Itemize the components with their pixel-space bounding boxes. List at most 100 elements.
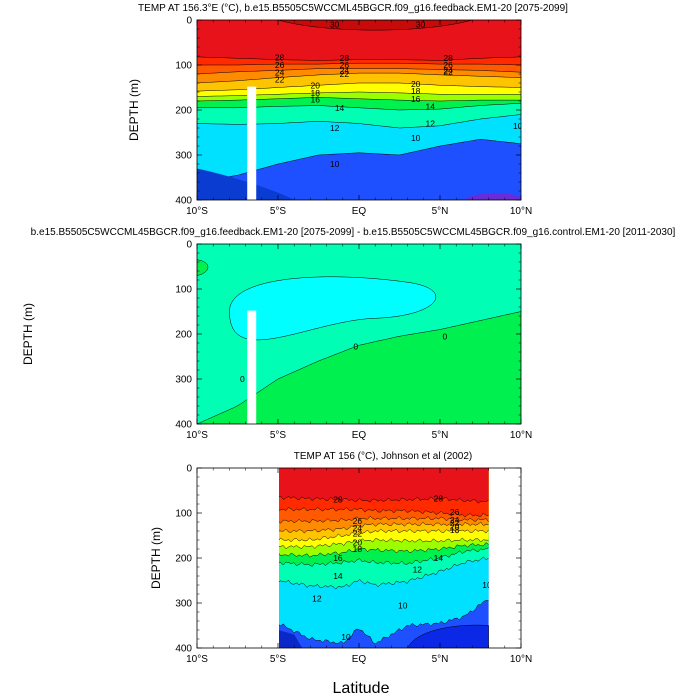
panel-2-mask-bar	[247, 310, 257, 424]
panel-3-contour-20	[279, 528, 489, 543]
panel-1-contour-label: 28	[275, 52, 285, 62]
panel-3-contour-label: 10	[482, 580, 492, 590]
panel-3-title: TEMP AT 156 (°C), Johnson et al (2002)	[294, 451, 473, 462]
panel-3-contour-label: 22	[353, 529, 363, 539]
panel-1-contour-label: 14	[335, 103, 345, 113]
panel-1-xtick-label: 5°S	[270, 206, 287, 217]
panel-1-contour-label: 22	[443, 67, 453, 77]
panel-3-contour-label: 18	[353, 544, 363, 554]
panel-1-contour-label: 26	[340, 60, 350, 70]
panel-3-contour-18	[279, 537, 489, 550]
panel-1-contour-label: 24	[443, 65, 453, 75]
panel-1-contour-28	[197, 56, 521, 61]
panel-1-contour-label: 20	[411, 79, 421, 89]
panel-3-contour-label: 12	[413, 564, 423, 574]
panel-3-xtick-label: 10°S	[186, 654, 208, 665]
panel-2-ytick-label: 100	[175, 285, 192, 296]
panel-1-contour-label: 12	[330, 123, 340, 133]
panel-1-xtick-label: 10°S	[186, 206, 208, 217]
panel-1-ylabel: DEPTH (m)	[127, 79, 141, 141]
panel-1-contour-label: 18	[411, 86, 421, 96]
panel-3-contour-label: 10	[341, 632, 351, 642]
panel-2-cold-blob	[229, 276, 437, 341]
panel-3-contour-label: 24	[353, 523, 363, 533]
panel-3-contour-label: 26	[450, 507, 460, 517]
panel-3-xtick-label: EQ	[352, 654, 367, 665]
panel-3-xtick-label: 10°N	[510, 654, 532, 665]
panel-3-plot: 28 28262624242222202018181614141212101010…	[149, 464, 532, 666]
panel-2-ytick-label: 400	[175, 420, 192, 431]
panel-3-deep-left	[279, 630, 303, 648]
panel-3-contour-label: 28	[434, 494, 444, 504]
panel-3-contour-label: 12	[312, 594, 322, 604]
panel-1-contour-label: 20	[311, 81, 321, 91]
panel-1-contour-22	[197, 72, 521, 84]
panel-1-contour-label: 16	[411, 94, 421, 104]
figure-xlabel: Latitude	[333, 680, 390, 697]
panel-2-ytick-label: 300	[175, 375, 192, 386]
panel-3-contour-label: 18	[450, 525, 460, 535]
panel-3-contour-label: 22	[450, 518, 460, 528]
panel-1-deep-left	[197, 168, 295, 200]
panel-2-contour-label: 0	[240, 374, 245, 384]
panel-1-ytick-label: 400	[175, 196, 192, 207]
panel-1-contour-label: 10	[330, 159, 340, 169]
panel-1-contour-label: 10	[513, 121, 523, 131]
panel-3-contour-label: 26	[353, 516, 363, 526]
panel-1-contour-label: 16	[311, 95, 321, 105]
panel-2-xtick-label: 5°S	[270, 430, 287, 441]
panel-3-xtick-label: 5°N	[432, 654, 449, 665]
panel-2-ytick-label: 0	[186, 240, 192, 251]
panel-1-ytick-label: 100	[175, 61, 192, 72]
panel-1-contour-26	[197, 62, 521, 66]
panel-3-contour-label: 14	[333, 571, 343, 581]
panel-2-title: b.e15.B5505C5WCCML45BGCR.f09_g16.feedbac…	[31, 227, 676, 238]
panel-1-xtick-label: 5°N	[432, 206, 449, 217]
panel-1-contour-label: 22	[275, 74, 285, 84]
panel-1-band-28	[197, 20, 521, 61]
panel-1-contour-label: 14	[426, 101, 436, 111]
panel-3-ylabel: DEPTH (m)	[149, 527, 163, 589]
panel-3-contour-label: 24	[450, 515, 460, 525]
panel-3-contour-label: 10	[398, 600, 408, 610]
panel-1-mask-bar	[247, 86, 257, 200]
panel-3-contour-10	[279, 600, 489, 645]
panel-2-ytick-label: 200	[175, 330, 192, 341]
panel-3-ytick-label: 100	[175, 509, 192, 520]
panel-1-contour-label: 30	[416, 20, 426, 30]
panel-3-contour-label: 20	[450, 522, 460, 532]
panel-3-ytick-label: 300	[175, 599, 192, 610]
panel-1-contour-label: 24	[275, 68, 285, 78]
panel-2-contour-label: 0	[353, 342, 358, 352]
panel-1-contour-label: 26	[443, 60, 453, 70]
panel-1-ytick-label: 0	[186, 16, 192, 27]
panel-1-xtick-label: 10°N	[510, 206, 532, 217]
panel-1-contour-label: 18	[311, 88, 321, 98]
panel-3-contour-28	[279, 495, 489, 504]
panel-2-xtick-label: 10°S	[186, 430, 208, 441]
panel-1-xtick-label: EQ	[352, 206, 367, 217]
panel-1-contour-label: 10	[411, 133, 421, 143]
panel-3-contour-12	[279, 556, 489, 590]
panel-3-contour-16	[279, 542, 489, 558]
panel-3-contour-label: 16	[333, 553, 343, 563]
panel-1-ytick-label: 300	[175, 151, 192, 162]
panel-3-contour-label: 28	[333, 495, 343, 505]
panel-3-contour-24	[279, 515, 489, 524]
panel-2-xtick-label: 10°N	[510, 430, 532, 441]
panel-1-contour-label: 22	[340, 69, 350, 79]
panel-2-contour-label: 0	[442, 331, 447, 341]
panel-3-contour-26	[279, 507, 489, 518]
panel-3-ytick-label: 200	[175, 554, 192, 565]
panel-3-ytick-label: 400	[175, 644, 192, 655]
panel-2-xtick-label: EQ	[352, 430, 367, 441]
panel-3-contour-label: 14	[434, 553, 444, 563]
panel-1-contour-label: 28	[443, 53, 453, 63]
panel-2-ylabel: DEPTH (m)	[21, 303, 35, 365]
panel-1-contour-label: 28	[340, 53, 350, 63]
panel-1-contour-label: 24	[340, 65, 350, 75]
panel-3-xtick-label: 5°S	[270, 654, 287, 665]
panel-1-warm-core	[277, 20, 473, 31]
